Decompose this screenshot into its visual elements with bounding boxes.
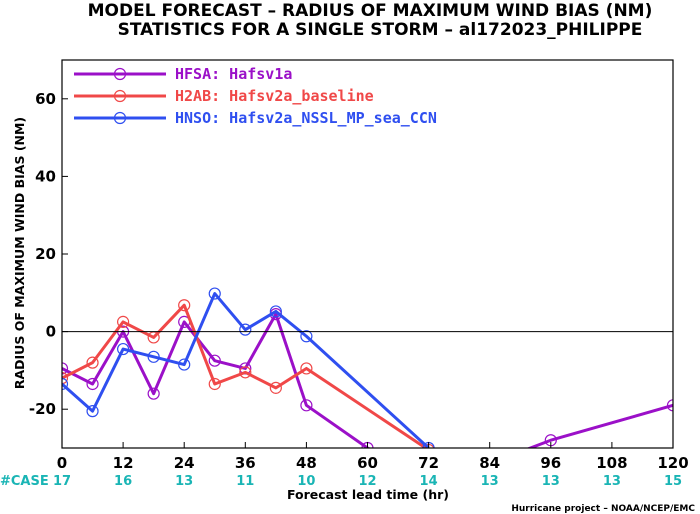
series-point — [269, 305, 282, 318]
series-point — [208, 354, 221, 367]
legend: HFSA: Hafsv1a H2AB: Hafsv2a_baseline HNSO:… — [74, 65, 437, 127]
series-point — [178, 299, 191, 312]
series-point — [62, 377, 69, 391]
series-point — [86, 356, 99, 369]
series-point — [239, 323, 252, 336]
y-tick-label: -20 — [29, 400, 56, 418]
x-tick-label: 72 — [418, 454, 439, 472]
legend-entry: H2AB: Hafsv2a_baseline — [175, 87, 374, 105]
y-tick-label: 40 — [35, 167, 56, 185]
credit-text: Hurricane project – NOAA/NCEP/EMC — [511, 504, 695, 514]
series-point — [269, 381, 282, 394]
series-point — [116, 342, 130, 356]
case-count: 11 — [236, 474, 254, 489]
case-count: 13 — [603, 474, 621, 489]
legend-swatch-marker — [113, 111, 127, 125]
series-point — [300, 330, 313, 343]
series-1 — [62, 299, 435, 448]
series-point — [147, 350, 160, 363]
x-tick-label: 108 — [596, 454, 627, 472]
legend-swatch-marker — [113, 89, 127, 103]
y-axis-label: RADIUS OF MAXIMUM WIND BIAS (NM) — [12, 117, 27, 389]
legend-entry: HFSA: Hafsv1a — [175, 65, 292, 83]
case-count: 17 — [53, 474, 71, 489]
y-tick-label: 20 — [35, 245, 56, 263]
case-count: 15 — [664, 474, 682, 489]
x-tick-label: 48 — [296, 454, 317, 472]
y-tick-label: 60 — [35, 90, 56, 108]
series-point — [116, 315, 130, 328]
series-point — [86, 377, 99, 391]
series-line — [62, 312, 673, 448]
series-point — [300, 362, 313, 375]
x-tick-label: 24 — [174, 454, 195, 472]
case-count: 12 — [358, 474, 376, 489]
case-count: 10 — [297, 474, 315, 489]
case-count: 14 — [420, 474, 438, 489]
series-point — [208, 377, 221, 391]
series-point — [178, 358, 191, 371]
series-line — [62, 292, 430, 448]
x-tick-label: 0 — [57, 454, 67, 472]
x-axis-label: Forecast lead time (hr) — [287, 487, 449, 502]
series-layer — [62, 287, 673, 448]
x-tick-label: 60 — [357, 454, 378, 472]
x-axis-ticks: 0 12 24 36 48 60 72 84 96 108 120 — [57, 442, 689, 472]
x-tick-label: 36 — [235, 454, 256, 472]
case-row-label: #CASE — [0, 474, 49, 489]
case-count: 13 — [175, 474, 193, 489]
case-count: 13 — [481, 474, 499, 489]
series-point — [62, 372, 69, 385]
x-tick-label: 120 — [657, 454, 688, 472]
series-point — [62, 362, 69, 375]
series-point — [300, 399, 313, 412]
legend-swatch-marker — [113, 67, 127, 81]
series-line — [62, 303, 429, 448]
series-point — [666, 399, 673, 412]
case-count: 13 — [542, 474, 560, 489]
x-tick-label: 12 — [113, 454, 134, 472]
series-point — [208, 287, 221, 300]
series-point — [147, 387, 160, 400]
series-2 — [62, 287, 435, 448]
series-point — [86, 405, 99, 418]
case-count: 16 — [114, 474, 132, 489]
x-tick-label: 84 — [479, 454, 500, 472]
chart-title-line1: MODEL FORECAST – RADIUS OF MAXIMUM WIND … — [88, 1, 653, 21]
x-tick-label: 96 — [540, 454, 561, 472]
y-axis-ticks: -20 0 20 40 60 — [29, 90, 68, 418]
series-point — [239, 366, 252, 379]
y-tick-label: 0 — [46, 323, 56, 341]
case-counts: 17 16 13 11 10 12 14 13 13 13 15 — [53, 474, 682, 489]
chart-title-line2: STATISTICS FOR A SINGLE STORM – al172023… — [118, 20, 643, 40]
legend-entry: HNSO: Hafsv2a_NSSL_MP_sea_CCN — [175, 109, 437, 127]
